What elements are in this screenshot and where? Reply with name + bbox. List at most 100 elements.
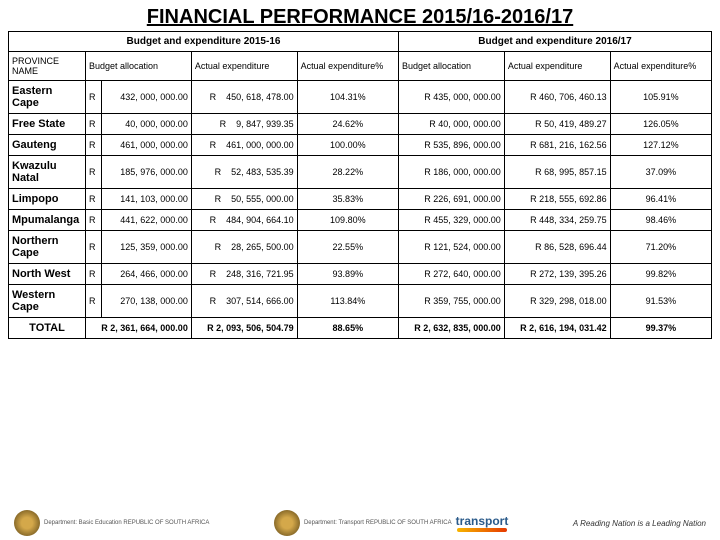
province-name: Eastern Cape: [9, 81, 86, 114]
ae1: R 484, 904, 664.10: [191, 210, 297, 231]
table-row: North WestR264, 466, 000.00R 248, 316, 7…: [9, 264, 712, 285]
col-ba1: Budget allocation: [86, 52, 192, 81]
ba1: 432, 000, 000.00: [102, 81, 192, 114]
ae2: R 448, 334, 259.75: [504, 210, 610, 231]
pct2: 127.12%: [610, 135, 711, 156]
table-row: GautengR461, 000, 000.00R 461, 000, 000.…: [9, 135, 712, 156]
ba2: R 455, 329, 000.00: [398, 210, 504, 231]
pct1: 28.22%: [297, 156, 398, 189]
ba2: R 435, 000, 000.00: [398, 81, 504, 114]
footer: Department: Basic Education REPUBLIC OF …: [0, 510, 720, 536]
ba1: 185, 976, 000.00: [102, 156, 192, 189]
total-pct2: 99.37%: [610, 318, 711, 339]
reading-text: A Reading Nation is a Leading Nation: [573, 519, 706, 528]
r-prefix: R: [86, 135, 102, 156]
total-ae1: R 2, 093, 506, 504.79: [191, 318, 297, 339]
r-prefix: R: [86, 231, 102, 264]
ba1: 40, 000, 000.00: [102, 114, 192, 135]
ba1: 264, 466, 000.00: [102, 264, 192, 285]
pct2: 126.05%: [610, 114, 711, 135]
ba1: 125, 359, 000.00: [102, 231, 192, 264]
dbe-text: Department: Basic Education REPUBLIC OF …: [44, 520, 209, 527]
period2-header: Budget and expenditure 2016/17: [398, 32, 711, 52]
period1-header: Budget and expenditure 2015-16: [9, 32, 399, 52]
ae2: R 329, 298, 018.00: [504, 285, 610, 318]
ba1: 141, 103, 000.00: [102, 189, 192, 210]
col-ae1: Actual expenditure: [191, 52, 297, 81]
ba2: R 272, 640, 000.00: [398, 264, 504, 285]
ba2: R 186, 000, 000.00: [398, 156, 504, 189]
r-prefix: R: [86, 156, 102, 189]
coat-of-arms-icon: [274, 510, 300, 536]
ba2: R 121, 524, 000.00: [398, 231, 504, 264]
period-header-row: Budget and expenditure 2015-16 Budget an…: [9, 32, 712, 52]
table-row: Western CapeR270, 138, 000.00R 307, 514,…: [9, 285, 712, 318]
pct1: 104.31%: [297, 81, 398, 114]
pct1: 113.84%: [297, 285, 398, 318]
province-name: Free State: [9, 114, 86, 135]
province-name: Northern Cape: [9, 231, 86, 264]
ae1: R 28, 265, 500.00: [191, 231, 297, 264]
ba1: 461, 000, 000.00: [102, 135, 192, 156]
table-row: LimpopoR141, 103, 000.00R 50, 555, 000.0…: [9, 189, 712, 210]
province-name: Mpumalanga: [9, 210, 86, 231]
ae1: R 307, 514, 666.00: [191, 285, 297, 318]
total-label: TOTAL: [9, 318, 86, 339]
table-row: Eastern CapeR432, 000, 000.00R 450, 618,…: [9, 81, 712, 114]
dot-text: Department: Transport REPUBLIC OF SOUTH …: [304, 520, 452, 527]
table-row: Kwazulu NatalR185, 976, 000.00R 52, 483,…: [9, 156, 712, 189]
col-ba2: Budget allocation: [398, 52, 504, 81]
r-prefix: R: [86, 264, 102, 285]
dot-logo: Department: Transport REPUBLIC OF SOUTH …: [274, 510, 508, 536]
total-row: TOTAL R 2, 361, 664, 000.00 R 2, 093, 50…: [9, 318, 712, 339]
r-prefix: R: [86, 285, 102, 318]
table-row: MpumalangaR441, 622, 000.00R 484, 904, 6…: [9, 210, 712, 231]
r-prefix: R: [86, 81, 102, 114]
pct1: 35.83%: [297, 189, 398, 210]
pct2: 91.53%: [610, 285, 711, 318]
ae1: R 450, 618, 478.00: [191, 81, 297, 114]
table-container: Budget and expenditure 2015-16 Budget an…: [0, 31, 720, 339]
province-name: North West: [9, 264, 86, 285]
ae1: R 9, 847, 939.35: [191, 114, 297, 135]
ae2: R 460, 706, 460.13: [504, 81, 610, 114]
r-prefix: R: [86, 114, 102, 135]
province-name: Limpopo: [9, 189, 86, 210]
ae2: R 86, 528, 696.44: [504, 231, 610, 264]
ba2: R 226, 691, 000.00: [398, 189, 504, 210]
ae2: R 272, 139, 395.26: [504, 264, 610, 285]
col-ae2: Actual expenditure: [504, 52, 610, 81]
r-prefix: R: [86, 210, 102, 231]
reading-nation-logo: A Reading Nation is a Leading Nation: [573, 519, 706, 528]
total-ba1: R 2, 361, 664, 000.00: [86, 318, 192, 339]
ae2: R 68, 995, 857.15: [504, 156, 610, 189]
province-name: Gauteng: [9, 135, 86, 156]
pct2: 71.20%: [610, 231, 711, 264]
ba1: 441, 622, 000.00: [102, 210, 192, 231]
ae1: R 50, 555, 000.00: [191, 189, 297, 210]
col-province: PROVINCE NAME: [9, 52, 86, 81]
province-name: Western Cape: [9, 285, 86, 318]
pct2: 99.82%: [610, 264, 711, 285]
coat-of-arms-icon: [14, 510, 40, 536]
ba1: 270, 138, 000.00: [102, 285, 192, 318]
pct2: 37.09%: [610, 156, 711, 189]
pct1: 100.00%: [297, 135, 398, 156]
table-row: Northern CapeR125, 359, 000.00R 28, 265,…: [9, 231, 712, 264]
ba2: R 359, 755, 000.00: [398, 285, 504, 318]
swoosh-icon: [457, 528, 507, 532]
ae1: R 461, 000, 000.00: [191, 135, 297, 156]
col-aep2: Actual expenditure%: [610, 52, 711, 81]
total-ba2: R 2, 632, 835, 000.00: [398, 318, 504, 339]
ae1: R 248, 316, 721.95: [191, 264, 297, 285]
pct1: 109.80%: [297, 210, 398, 231]
column-header-row: PROVINCE NAME Budget allocation Actual e…: [9, 52, 712, 81]
pct2: 96.41%: [610, 189, 711, 210]
dbe-logo: Department: Basic Education REPUBLIC OF …: [14, 510, 209, 536]
transport-logo: transport: [456, 514, 509, 532]
pct1: 24.62%: [297, 114, 398, 135]
pct1: 22.55%: [297, 231, 398, 264]
ba2: R 40, 000, 000.00: [398, 114, 504, 135]
ae2: R 218, 555, 692.86: [504, 189, 610, 210]
pct2: 105.91%: [610, 81, 711, 114]
